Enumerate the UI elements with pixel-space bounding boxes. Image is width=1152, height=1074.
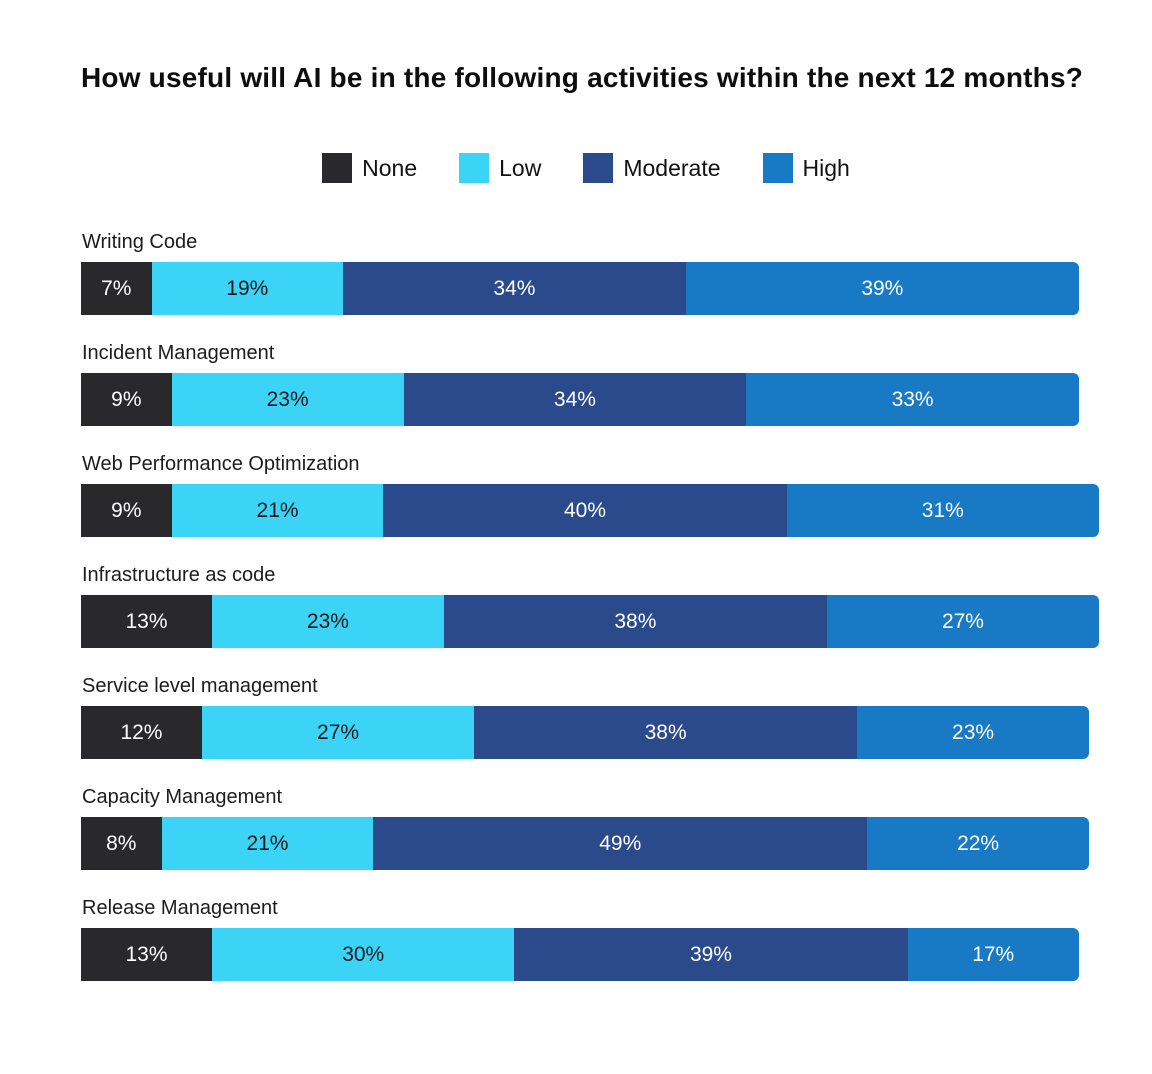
bar-segment-none: 7% — [81, 262, 152, 316]
category-label: Capacity Management — [82, 786, 283, 809]
bar-segment-high: 17% — [907, 928, 1079, 982]
legend-label: High — [802, 154, 850, 181]
bar-segment-high: 31% — [786, 484, 1100, 538]
bar-segment-low: 21% — [161, 817, 374, 871]
bar-segment-high: 33% — [746, 373, 1079, 427]
stacked-bar: 12% 27% 38% 23% — [81, 706, 1152, 760]
bar-segment-none: 12% — [81, 706, 202, 760]
bar-segment-high: 27% — [826, 595, 1100, 649]
stacked-bar: 8% 21% 49% 22% — [81, 817, 1152, 871]
chart-row: Incident Management 9% 23% 34% 33% — [81, 340, 1152, 427]
bar-segment-high: 22% — [867, 817, 1089, 871]
stacked-bar: 7% 19% 34% 39% — [81, 262, 1152, 316]
stacked-bar: 13% 23% 38% 27% — [81, 595, 1152, 649]
bar-segment-moderate: 34% — [343, 262, 686, 316]
legend-swatch-icon — [583, 153, 614, 184]
bar-segment-moderate: 49% — [373, 817, 868, 871]
bar-segment-moderate: 39% — [514, 928, 908, 982]
chart-row: Writing Code 7% 19% 34% 39% — [81, 229, 1152, 316]
bar-segment-low: 27% — [201, 706, 475, 760]
bar-segment-none: 8% — [81, 817, 162, 871]
bar-segment-moderate: 38% — [474, 706, 858, 760]
category-label: Infrastructure as code — [82, 564, 276, 587]
bar-segment-none: 13% — [81, 928, 213, 982]
bar-segment-low: 23% — [171, 373, 404, 427]
bar-rows: Writing Code 7% 19% 34% 39% Incident Manageme… — [81, 229, 1152, 982]
stacked-bar: 13% 30% 39% 17% — [81, 928, 1152, 982]
chart-title: How useful will AI be in the following a… — [81, 62, 1084, 93]
category-label: Release Management — [82, 897, 278, 920]
bar-segment-moderate: 40% — [383, 484, 787, 538]
legend-label: Low — [499, 154, 542, 181]
chart-row: Web Performance Optimization 9% 21% 40% 31% — [81, 451, 1152, 538]
chart-row: Capacity Management 8% 21% 49% 22% — [81, 784, 1152, 871]
bar-segment-none: 9% — [81, 373, 172, 427]
legend-item-low: Low — [459, 153, 542, 184]
bar-segment-high: 23% — [857, 706, 1089, 760]
bar-segment-low: 30% — [212, 928, 515, 982]
legend-item-moderate: Moderate — [583, 153, 721, 184]
bar-segment-none: 13% — [81, 595, 213, 649]
stacked-bar: 9% 21% 40% 31% — [81, 484, 1152, 538]
legend-swatch-icon — [322, 153, 353, 184]
category-label: Service level management — [82, 675, 318, 698]
bar-segment-none: 9% — [81, 484, 172, 538]
category-label: Web Performance Optimization — [82, 453, 360, 476]
bar-segment-low: 19% — [151, 262, 344, 316]
chart-row: Release Management 13% 30% 39% 17% — [81, 895, 1152, 982]
stacked-bar: 9% 23% 34% 33% — [81, 373, 1152, 427]
bar-segment-low: 21% — [171, 484, 384, 538]
bar-segment-low: 23% — [212, 595, 444, 649]
legend-label: Moderate — [623, 154, 721, 181]
chart-row: Infrastructure as code 13% 23% 38% 27% — [81, 562, 1152, 649]
legend-item-none: None — [322, 153, 418, 184]
chart-row: Service level management 12% 27% 38% 23% — [81, 673, 1152, 760]
legend: None Low Moderate High — [81, 153, 1091, 184]
legend-swatch-icon — [762, 153, 793, 184]
legend-label: None — [362, 154, 418, 181]
legend-item-high: High — [762, 153, 850, 184]
legend-swatch-icon — [459, 153, 490, 184]
bar-segment-moderate: 38% — [443, 595, 827, 649]
bar-segment-high: 39% — [685, 262, 1079, 316]
bar-segment-moderate: 34% — [403, 373, 747, 427]
category-label: Writing Code — [82, 231, 198, 254]
category-label: Incident Management — [82, 342, 275, 365]
